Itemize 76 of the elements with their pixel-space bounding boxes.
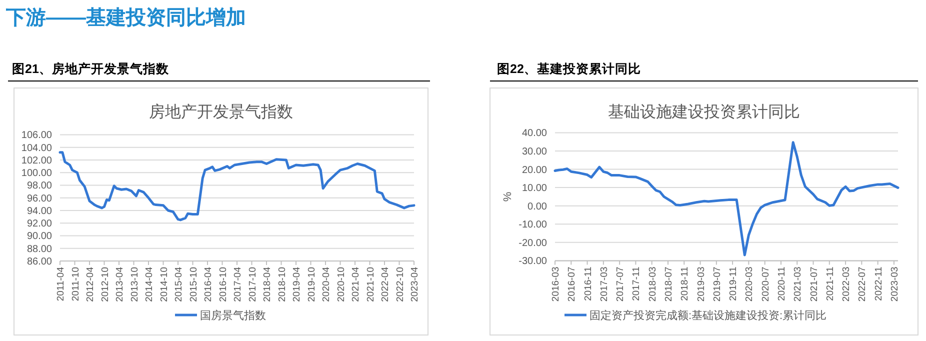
y-tick-label: 0.00	[528, 201, 548, 212]
x-tick-label: 2020-04	[321, 267, 332, 302]
y-tick-label: 102.00	[21, 155, 52, 166]
chart-title: 基础设施建设投资累计同比	[608, 103, 800, 121]
y-tick-label: 10.00	[522, 183, 548, 194]
x-tick-label: 2017-07	[615, 266, 626, 302]
x-tick-label: 2018-07	[663, 266, 674, 302]
x-tick-label: 2021-03	[792, 266, 804, 302]
y-tick-label: 96.00	[26, 193, 52, 204]
y-tick-label: 88.00	[26, 244, 52, 255]
x-tick-label: 2012-10	[100, 267, 111, 302]
x-tick-label: 2019-07	[712, 266, 723, 302]
y-tick-label: 40.00	[522, 128, 548, 140]
legend-label: 国房景气指数	[200, 309, 266, 322]
x-tick-label: 2013-10	[129, 267, 140, 302]
x-tick-label: 2022-07	[857, 266, 868, 302]
caption: 图21、房地产开发景气指数	[12, 61, 170, 76]
x-tick-label: 2020-11	[776, 266, 788, 301]
x-tick-label: 2020-10	[336, 267, 347, 302]
x-tick-label: 2020-03	[744, 266, 756, 302]
y-tick-label: -20.00	[518, 238, 548, 249]
x-tick-label: 2018-03	[647, 266, 658, 302]
x-tick-label: 2014-10	[158, 267, 170, 302]
y-tick-label: -30.00	[518, 256, 548, 268]
x-tick-label: 2016-03	[550, 266, 562, 302]
x-tick-label: 2014-04	[144, 267, 155, 302]
x-tick-label: 2022-04	[380, 267, 391, 302]
x-tick-label: 2019-10	[306, 267, 318, 302]
y-tick-label: 104.00	[21, 142, 52, 154]
x-tick-label: 2021-04	[350, 267, 362, 302]
x-tick-label: 2015-10	[188, 267, 200, 302]
x-tick-label: 2016-04	[203, 267, 214, 302]
x-tick-label: 2016-10	[218, 267, 229, 302]
x-tick-label: 2019-03	[696, 266, 707, 302]
y-tick-label: 100.00	[21, 168, 52, 180]
y-tick-label: 98.00	[26, 180, 52, 192]
x-tick-label: 2015-04	[174, 267, 184, 302]
legend-label: 固定资产投资完成额:基础设施建设投资:累计同比	[590, 309, 827, 322]
y-tick-label: 90.00	[26, 231, 52, 242]
x-tick-label: 2017-04	[232, 267, 244, 302]
x-tick-label: 2016-07	[566, 266, 578, 302]
x-tick-label: 2013-04	[114, 267, 126, 302]
y-tick-label: 106.00	[21, 130, 52, 142]
x-tick-label: 2023-03	[889, 266, 900, 302]
x-tick-label: 2018-11	[680, 266, 691, 301]
x-tick-label: 2011-10	[70, 267, 82, 302]
line-series	[554, 141, 900, 256]
x-tick-label: 2011-04	[56, 267, 66, 302]
y-tick-label: 94.00	[26, 206, 52, 217]
y-tick-label: 92.00	[26, 218, 52, 230]
x-tick-label: 2022-10	[394, 267, 406, 302]
x-tick-label: 2022-11	[873, 266, 884, 301]
text: 下游——基建投资同比增加	[5, 7, 246, 29]
x-tick-label: 2018-10	[276, 267, 288, 302]
y-axis-title: %	[502, 192, 514, 202]
x-tick-label: 2023-04	[410, 267, 420, 302]
x-tick-label: 2018-04	[262, 267, 273, 302]
x-tick-label: 2019-11	[728, 266, 740, 301]
x-tick-label: 2021-11	[824, 266, 836, 301]
y-tick-label: -10.00	[518, 220, 548, 231]
x-tick-label: 2021-10	[365, 267, 376, 302]
x-tick-label: 2019-04	[292, 267, 302, 302]
y-tick-label: 20.00	[522, 164, 548, 176]
caption: 图22、基建投资累计同比	[497, 62, 641, 76]
x-tick-label: 2021-07	[808, 266, 820, 302]
x-tick-label: 2022-03	[841, 266, 852, 302]
x-tick-label: 2017-03	[598, 266, 610, 302]
y-tick-label: 86.00	[26, 256, 52, 268]
x-tick-label: 2016-11	[582, 266, 594, 301]
y-tick-label: 30.00	[522, 146, 548, 158]
chart-title: 房地产开发景气指数	[149, 103, 293, 121]
x-tick-label: 2017-11	[631, 266, 642, 301]
x-tick-label: 2012-04	[85, 267, 96, 302]
x-tick-label: 2017-10	[247, 267, 258, 302]
x-tick-label: 2020-07	[760, 266, 772, 302]
line-series	[58, 151, 416, 222]
